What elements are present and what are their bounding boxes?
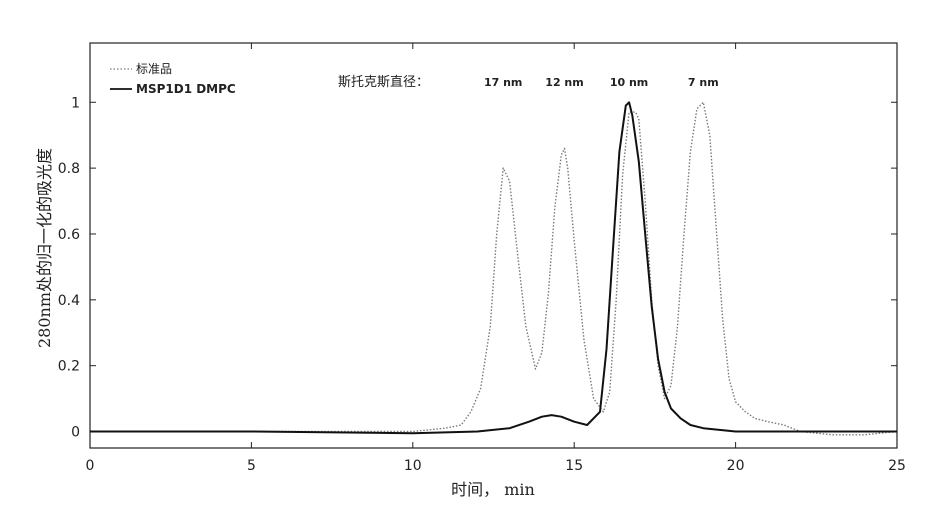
series bbox=[90, 101, 898, 436]
x-tick-label: 5 bbox=[247, 458, 256, 474]
x-tick-label: 10 bbox=[404, 458, 422, 474]
y-tick-label: 0 bbox=[71, 425, 80, 441]
y-tick-label: 0.2 bbox=[58, 359, 80, 375]
y-tick-label: 1 bbox=[71, 95, 80, 111]
peak-annotation: 17 nm bbox=[484, 76, 522, 89]
y-tick-label: 0.8 bbox=[58, 161, 80, 177]
peak-annotation: 7 nm bbox=[688, 76, 719, 89]
x-tick-label: 25 bbox=[888, 458, 906, 474]
stokes-diameter-label: 斯托克斯直径： bbox=[338, 75, 429, 90]
series-line-msp1d1 bbox=[90, 101, 897, 435]
series-line-standard bbox=[90, 101, 898, 436]
peak-annotation: 12 nm bbox=[545, 76, 583, 89]
legend: 标准品 MSP1D1 DMPC bbox=[110, 62, 236, 96]
axes bbox=[89, 42, 898, 449]
y-axis-title: 280nm处的归一化的吸光度 bbox=[35, 148, 54, 348]
legend-label-standard: 标准品 bbox=[136, 62, 172, 76]
peak-annotations: 17 nm 12 nm 10 nm 7 nm bbox=[484, 76, 719, 89]
x-tick-label: 15 bbox=[565, 458, 583, 474]
x-tick-label: 20 bbox=[727, 458, 745, 474]
peak-annotation: 10 nm bbox=[610, 76, 648, 89]
y-tick-label: 0.6 bbox=[58, 227, 80, 243]
x-axis-title: 时间， min bbox=[451, 480, 535, 499]
y-tick-label: 0.4 bbox=[58, 293, 80, 309]
ticks: 0 5 10 15 20 25 0 0.2 0.4 0.6 0.8 1 bbox=[58, 43, 906, 474]
legend-label-msp1d1: MSP1D1 DMPC bbox=[136, 82, 236, 96]
x-tick-label: 0 bbox=[86, 458, 95, 474]
plot-frame bbox=[89, 42, 898, 449]
